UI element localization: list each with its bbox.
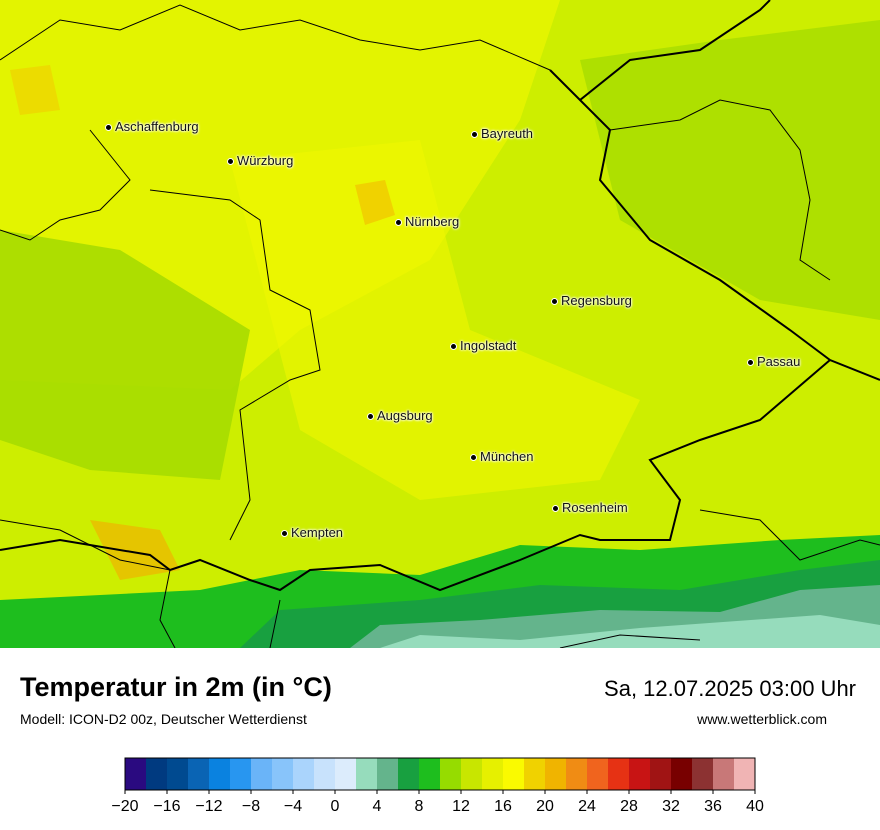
city-label: München xyxy=(470,450,533,464)
colorbar-swatch xyxy=(419,758,441,790)
colorbar-tick-label: 8 xyxy=(415,798,424,815)
warm-spot xyxy=(10,65,60,115)
city-label: Augsburg xyxy=(367,409,433,423)
colorbar-tick-label: 12 xyxy=(452,798,470,815)
colorbar-frame xyxy=(124,757,756,791)
colorbar-swatch xyxy=(167,758,189,790)
colorbar-swatch xyxy=(377,758,399,790)
colorbar-swatch xyxy=(503,758,525,790)
model: Modell: ICON-D2 00z, Deutscher Wetterdie… xyxy=(20,711,307,727)
colorbar-swatch xyxy=(545,758,567,790)
colorbar-swatch xyxy=(734,758,756,790)
colorbar-swatch xyxy=(188,758,210,790)
colorbar-tick-label: −8 xyxy=(242,798,260,815)
colorbar-swatch xyxy=(125,758,147,790)
colorbar-swatch xyxy=(356,758,378,790)
colorbar-tick-label: 28 xyxy=(620,798,638,815)
state-border xyxy=(0,4,551,571)
colorbar-tick-label: 4 xyxy=(373,798,382,815)
colorbar-tick-label: 36 xyxy=(704,798,722,815)
city-label: Nürnberg xyxy=(395,215,459,229)
colorbar-swatch xyxy=(608,758,630,790)
colorbar-tick-label: 32 xyxy=(662,798,680,815)
city-label: Passau xyxy=(747,355,800,369)
warm-spot xyxy=(355,180,395,225)
city-label: Ingolstadt xyxy=(450,339,516,353)
colorbar-tick-label: 24 xyxy=(578,798,596,815)
colorbar-swatch xyxy=(293,758,315,790)
colorbar-tick-label: −16 xyxy=(153,798,180,815)
colorbar-swatch xyxy=(692,758,714,790)
colorbar-swatch xyxy=(482,758,504,790)
colorbar-swatch xyxy=(398,758,420,790)
colorbar-swatch xyxy=(272,758,294,790)
colorbar-swatch xyxy=(335,758,357,790)
colorbar-tick-label: 20 xyxy=(536,798,554,815)
colorbar-swatch xyxy=(713,758,735,790)
borders xyxy=(0,0,880,648)
city-label: Kempten xyxy=(281,526,343,540)
colorbar-tick-label: −20 xyxy=(111,798,138,815)
colorbar: −20 −16 −12 −8 −4 0 4 8 12 16 20 24 28 32 36 40 xyxy=(111,757,764,815)
colorbar-swatch xyxy=(587,758,609,790)
warm-area xyxy=(230,140,640,500)
city-label: Aschaffenburg xyxy=(105,120,199,134)
colorbar-swatch xyxy=(230,758,252,790)
city-label: Würzburg xyxy=(227,154,293,168)
map xyxy=(0,0,880,648)
colorbar-tick-label: 0 xyxy=(331,798,340,815)
colorbar-swatch xyxy=(209,758,231,790)
city-label: Rosenheim xyxy=(552,501,628,515)
state-border xyxy=(159,99,880,648)
colorbar-swatch xyxy=(251,758,273,790)
colorbar-swatch xyxy=(650,758,672,790)
datetime: Sa, 12.07.2025 03:00 Uhr xyxy=(604,676,856,701)
colorbar-swatch xyxy=(146,758,168,790)
colorbar-tick-label: 16 xyxy=(494,798,512,815)
colorbar-tick-label: 40 xyxy=(746,798,764,815)
colorbar-tick-label: −4 xyxy=(284,798,302,815)
colorbar-swatch xyxy=(314,758,336,790)
alps-high xyxy=(380,615,880,648)
city-label: Bayreuth xyxy=(471,127,533,141)
title: Temperatur in 2m (in °C) xyxy=(20,672,332,702)
warm-spot xyxy=(90,520,180,580)
country-border xyxy=(0,0,880,592)
colorbar-swatch xyxy=(566,758,588,790)
colorbar-swatch xyxy=(671,758,693,790)
colorbar-swatch xyxy=(524,758,546,790)
cool-area xyxy=(580,20,880,320)
cool-area xyxy=(0,230,250,480)
colorbar-swatch xyxy=(440,758,462,790)
website: www.wetterblick.com xyxy=(697,711,827,727)
city-label: Regensburg xyxy=(551,294,632,308)
colorbar-tick-label: −12 xyxy=(195,798,222,815)
colorbar-swatch xyxy=(461,758,483,790)
colorbar-swatch xyxy=(629,758,651,790)
